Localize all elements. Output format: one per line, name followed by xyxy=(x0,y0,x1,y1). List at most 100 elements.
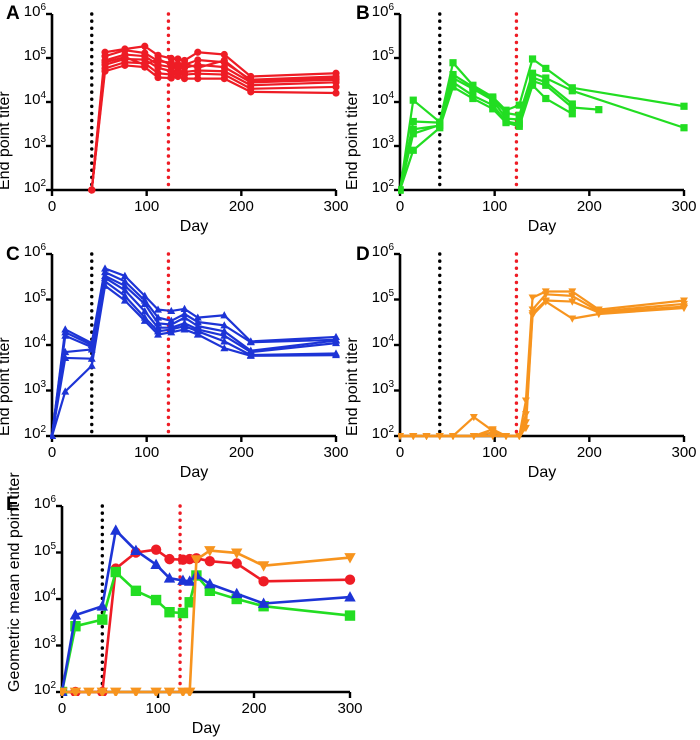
data-point xyxy=(257,561,270,572)
series-line-d2 xyxy=(398,293,686,438)
series-line-group-b xyxy=(60,570,352,694)
data-point xyxy=(449,432,457,440)
data-point xyxy=(61,387,70,395)
series-line-b5 xyxy=(398,84,574,192)
panel-letter-e: E xyxy=(6,494,19,515)
data-point xyxy=(150,544,162,555)
data-point xyxy=(61,331,70,339)
x-axis-tick-label: 100 xyxy=(145,700,171,717)
data-point xyxy=(220,58,228,66)
data-point xyxy=(409,125,417,133)
data-point xyxy=(140,296,149,304)
data-point xyxy=(398,186,404,194)
data-point xyxy=(332,338,340,347)
data-point xyxy=(193,321,202,330)
data-point xyxy=(180,68,189,76)
data-point xyxy=(246,350,255,359)
data-point xyxy=(167,70,175,79)
data-point xyxy=(344,610,356,621)
x-axis-tick-label: 300 xyxy=(323,444,349,461)
data-point xyxy=(542,78,550,86)
data-point xyxy=(332,69,340,77)
y-axis-tick-label: 103 xyxy=(23,134,46,153)
data-point xyxy=(154,323,162,331)
series-line-group-d xyxy=(60,549,352,694)
series-line-c2 xyxy=(50,271,338,438)
y-axis-tick-label: 105 xyxy=(23,287,46,306)
x-axis-tick-label: 200 xyxy=(228,444,254,461)
series-line-d3 xyxy=(398,299,686,438)
y-axis-title: Geometric mean end point titer xyxy=(6,472,23,692)
panel-letter-a: A xyxy=(6,3,20,24)
data-point xyxy=(150,687,162,696)
data-point xyxy=(167,323,176,331)
data-point xyxy=(69,687,82,696)
series-line-group-c xyxy=(60,529,352,694)
series-line-b4 xyxy=(398,79,600,192)
data-point xyxy=(435,432,444,440)
data-point xyxy=(409,432,418,440)
data-point xyxy=(449,70,457,79)
data-point xyxy=(515,432,524,440)
data-point xyxy=(595,106,603,114)
data-point xyxy=(502,106,510,114)
y-axis-title: End point titer xyxy=(344,91,361,190)
series-line-c6 xyxy=(50,284,338,438)
data-point xyxy=(204,585,216,597)
data-point xyxy=(231,593,242,605)
data-point xyxy=(140,316,149,324)
data-point xyxy=(130,585,142,597)
data-point xyxy=(174,69,182,77)
x-axis-tick-label: 100 xyxy=(482,198,508,215)
data-point xyxy=(154,313,162,321)
data-point xyxy=(398,432,404,440)
data-point xyxy=(101,281,109,289)
panel-e-series-group xyxy=(60,524,356,696)
data-point xyxy=(515,122,523,130)
data-point xyxy=(87,340,96,349)
data-point xyxy=(141,63,149,71)
data-point xyxy=(110,524,122,535)
data-point xyxy=(528,77,537,85)
data-point xyxy=(180,70,189,79)
data-point xyxy=(163,572,176,583)
data-point xyxy=(101,61,109,69)
data-point xyxy=(141,59,149,67)
data-point xyxy=(332,76,340,84)
data-point xyxy=(409,432,418,440)
x-axis-title: Day xyxy=(527,218,557,235)
series-line-c5 xyxy=(50,280,338,438)
data-point xyxy=(435,432,444,440)
data-point xyxy=(541,298,550,306)
data-point xyxy=(183,687,196,696)
data-point xyxy=(449,432,457,440)
data-point xyxy=(121,46,129,54)
data-point xyxy=(174,60,182,68)
data-point xyxy=(488,432,497,440)
data-point xyxy=(528,294,537,302)
data-point xyxy=(449,83,457,91)
data-point xyxy=(541,291,550,299)
x-axis-tick-label: 300 xyxy=(337,700,363,717)
y-axis-title: End point titer xyxy=(344,337,361,436)
data-point xyxy=(140,291,149,299)
data-point xyxy=(502,432,510,440)
data-point xyxy=(167,328,176,336)
series-line-group-a xyxy=(60,548,352,694)
data-point xyxy=(163,687,176,696)
data-point xyxy=(332,336,340,344)
data-point xyxy=(220,311,229,319)
x-axis-tick-label: 100 xyxy=(134,444,160,461)
data-point xyxy=(247,85,255,93)
data-point xyxy=(515,432,524,440)
data-point xyxy=(528,312,537,320)
data-point xyxy=(184,553,195,565)
y-axis-tick-label: 103 xyxy=(371,134,394,153)
data-point xyxy=(154,57,162,65)
data-point xyxy=(247,88,255,96)
data-point xyxy=(398,432,404,440)
data-point xyxy=(568,87,576,95)
data-point xyxy=(154,327,162,335)
